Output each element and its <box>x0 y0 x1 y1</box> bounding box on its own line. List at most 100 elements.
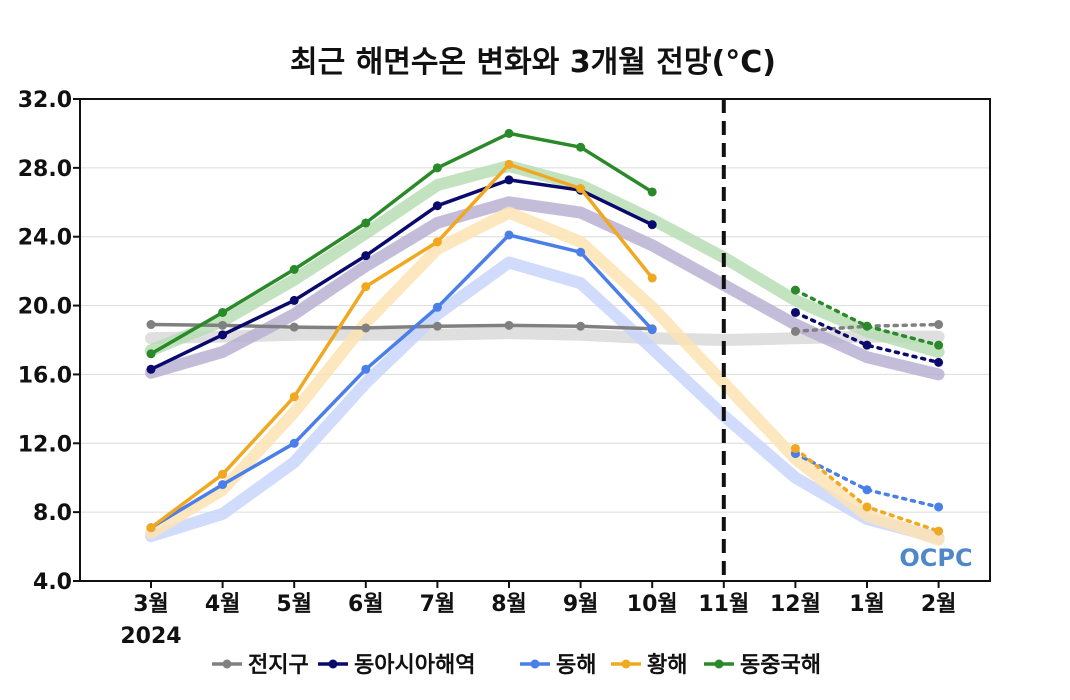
observed-point <box>289 322 299 332</box>
legend-label: 황해 <box>647 653 687 678</box>
series <box>146 159 944 536</box>
observed-point <box>146 364 156 374</box>
legend-label: 동아시아해역 <box>354 653 475 678</box>
forecast-point <box>790 307 800 317</box>
forecast-point <box>934 340 944 350</box>
observed-point <box>146 320 156 330</box>
observed-point <box>361 323 371 333</box>
observed-line <box>150 178 653 371</box>
observed-point <box>576 321 586 331</box>
observed-line <box>150 233 654 530</box>
normal-band <box>145 256 945 544</box>
observed-point <box>218 469 228 479</box>
y-axis: 4.0 8.0 12.0 16.0 20.0 24.0 28.0 32.0 <box>18 88 80 595</box>
forecast-point <box>790 285 800 295</box>
series <box>146 230 944 533</box>
x-tick-label: 1월 <box>849 592 885 617</box>
observed-point <box>432 302 442 312</box>
y-tick-label: 12.0 <box>18 432 72 457</box>
y-tick-label: 32.0 <box>18 88 72 113</box>
x-tick-label: 12월 <box>770 592 821 617</box>
y-tick-label: 8.0 <box>33 501 72 526</box>
observed-point <box>218 480 228 490</box>
x-tick-label: 11월 <box>698 592 749 617</box>
y-tick-label: 20.0 <box>18 295 72 320</box>
observed-point <box>576 142 586 152</box>
observed-point <box>432 163 442 173</box>
observed-point <box>647 187 657 197</box>
observed-point <box>576 247 586 257</box>
legend-label: 동해 <box>556 653 596 678</box>
x-tick-label: 8월 <box>491 592 527 617</box>
forecast-point <box>790 443 800 453</box>
plot-frame <box>79 98 991 582</box>
observed-point <box>647 220 657 230</box>
x-tick-label: 10월 <box>627 592 678 617</box>
forecast-point <box>862 321 872 331</box>
observed-line <box>150 131 654 356</box>
observed-point <box>146 523 156 533</box>
forecast-line <box>793 310 941 365</box>
observed-line <box>149 162 654 530</box>
observed-point <box>504 159 514 169</box>
legend-swatch-marker <box>714 659 724 669</box>
y-tick-label: 28.0 <box>18 157 72 182</box>
y-tick-label: 16.0 <box>18 363 72 388</box>
legend-label: 동중국해 <box>740 653 821 678</box>
x-tick-label: 7월 <box>420 592 456 617</box>
observed-point <box>361 282 371 292</box>
forecast-point <box>790 326 800 336</box>
y-tick-label: 24.0 <box>18 226 72 251</box>
forecast-point <box>934 502 944 512</box>
observed-point <box>361 218 371 228</box>
observed-point <box>289 295 299 305</box>
x-tick-label: 3월 <box>133 592 169 617</box>
observed-point <box>504 128 514 138</box>
observed-point <box>289 264 299 274</box>
observed-point <box>504 230 514 240</box>
x-tick-label: 6월 <box>348 592 384 617</box>
observed-point <box>289 438 299 448</box>
x-tick-label: 5월 <box>276 592 312 617</box>
series <box>146 128 944 359</box>
normal-band <box>145 327 945 346</box>
observed-point <box>146 349 156 359</box>
observed-point <box>504 320 514 330</box>
series <box>146 175 944 374</box>
x-tick-label: 9월 <box>563 592 599 617</box>
observed-point <box>218 330 228 340</box>
x-axis: 3월 4월 5월 6월 7월 8월 9월 10월 11월 12월 1월 2월 <box>133 581 956 617</box>
ocpc-logo: OCPC <box>899 544 972 572</box>
forecast-point <box>862 340 872 350</box>
legend-swatch-marker <box>328 659 338 669</box>
legend: 전지구 동아시아해역 동해 황해 동중국해 <box>212 653 821 678</box>
observed-point <box>218 320 228 330</box>
observed-point <box>218 307 228 317</box>
forecast-point <box>862 502 872 512</box>
observed-point <box>647 325 657 335</box>
observed-point <box>432 237 442 247</box>
legend-swatch-marker <box>222 659 232 669</box>
legend-swatch-marker <box>530 659 540 669</box>
observed-point <box>647 273 657 283</box>
observed-point <box>432 321 442 331</box>
y-tick-label: 4.0 <box>33 570 72 595</box>
observed-point <box>432 201 442 211</box>
observed-line <box>150 322 653 331</box>
legend-swatch-marker <box>621 659 631 669</box>
year-label: 2024 <box>120 624 181 649</box>
x-tick-label: 4월 <box>205 592 241 617</box>
observed-point <box>361 251 371 261</box>
observed-point <box>504 175 514 185</box>
observed-point <box>576 184 586 194</box>
forecast-point <box>862 485 872 495</box>
normal-band <box>145 206 945 546</box>
climatology-bands <box>145 160 945 546</box>
legend-label: 전지구 <box>248 653 309 678</box>
forecast-point <box>934 320 944 330</box>
observed-point <box>361 364 371 374</box>
forecast-point <box>934 357 944 367</box>
observed-point <box>289 392 299 402</box>
series-lines <box>146 128 944 536</box>
